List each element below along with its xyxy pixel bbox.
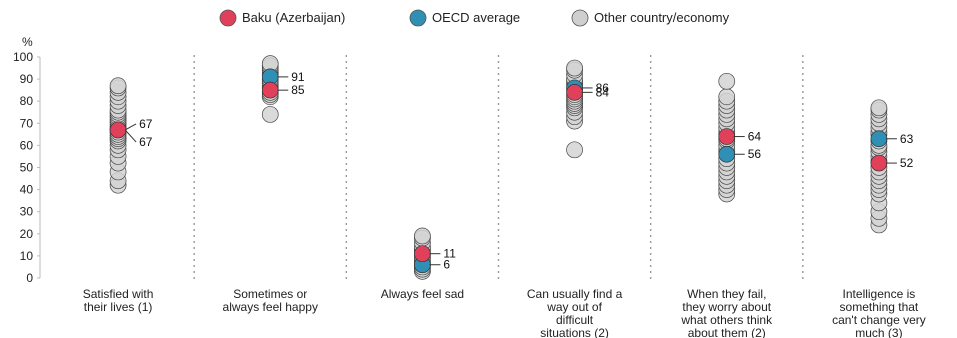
baku-point (261, 81, 279, 99)
y-tick-label: 10 (20, 249, 34, 263)
value-label: 84 (596, 85, 610, 99)
legend-label: OECD average (432, 10, 520, 25)
category-label: When they fail, (687, 287, 766, 301)
category-label: always feel happy (223, 300, 318, 314)
category-label: Sometimes or (233, 287, 307, 301)
other-country-point (109, 77, 127, 95)
category-label: difficult (556, 313, 594, 327)
legend-marker (219, 9, 237, 27)
category-label: Satisfied with (83, 287, 154, 301)
other-country-point (261, 106, 279, 123)
legend-label: Baku (Azerbaijan) (242, 10, 345, 25)
axes: 0 10 20 30 40 50 60 70 80 90 100 (13, 50, 41, 285)
value-label: 85 (291, 83, 305, 97)
value-label: 56 (748, 147, 762, 161)
baku-point (414, 245, 431, 263)
y-tick-label: 30 (20, 205, 34, 219)
label-leader-line (124, 129, 137, 143)
other-country-point (414, 227, 431, 245)
value-label: 6 (443, 258, 450, 272)
y-tick-label: 60 (20, 138, 34, 152)
value-label: 63 (900, 132, 914, 146)
legend: Baku (Azerbaijan) OECD average Other count… (219, 9, 730, 27)
legend-marker (571, 9, 589, 27)
value-label: 86 (596, 81, 610, 95)
category-label: something that (840, 300, 919, 314)
category-label: can't change very (832, 313, 926, 327)
value-label: 91 (291, 70, 305, 84)
value-label: 64 (748, 130, 762, 144)
category-label: what others think (680, 313, 773, 327)
other-country-point (718, 72, 736, 90)
legend-label: Other country/economy (594, 10, 730, 25)
category-label: about them (2) (688, 326, 766, 338)
y-axis-unit-label: % (22, 35, 33, 49)
value-label: 67 (139, 135, 153, 149)
category-label: Always feel sad (381, 287, 464, 301)
value-label: 52 (900, 156, 914, 170)
y-tick-label: 0 (26, 271, 33, 285)
oecd-average-point (718, 145, 736, 163)
other-country-point (566, 59, 583, 77)
y-tick-label: 50 (20, 161, 34, 175)
value-label: 67 (139, 117, 153, 131)
y-tick-label: 80 (20, 94, 34, 108)
legend-marker (409, 9, 427, 27)
category-separators (193, 55, 804, 282)
category-label: Can usually find a (527, 287, 623, 301)
oecd-average-point (870, 130, 888, 148)
label-leader-line (124, 123, 137, 131)
category-label: their lives (1) (84, 300, 153, 314)
baku-point (870, 154, 888, 172)
baku-point (566, 84, 583, 101)
y-tick-label: 70 (20, 116, 34, 130)
y-tick-label: 90 (20, 72, 34, 86)
other-country-point (870, 99, 888, 117)
category-label: they worry about (682, 300, 771, 314)
y-tick-label: 100 (13, 50, 33, 64)
data-points (109, 55, 888, 280)
other-country-point (566, 141, 583, 159)
baku-point (109, 121, 127, 139)
y-tick-label: 20 (20, 227, 34, 241)
category-label: much (3) (855, 326, 902, 338)
category-label: situations (2) (540, 326, 609, 338)
value-label: 11 (443, 247, 456, 261)
y-tick-label: 40 (20, 183, 34, 197)
category-label: way out of (546, 300, 602, 314)
baku-point (718, 128, 736, 145)
category-label: Intelligence is (843, 287, 916, 301)
other-country-point (718, 88, 736, 106)
